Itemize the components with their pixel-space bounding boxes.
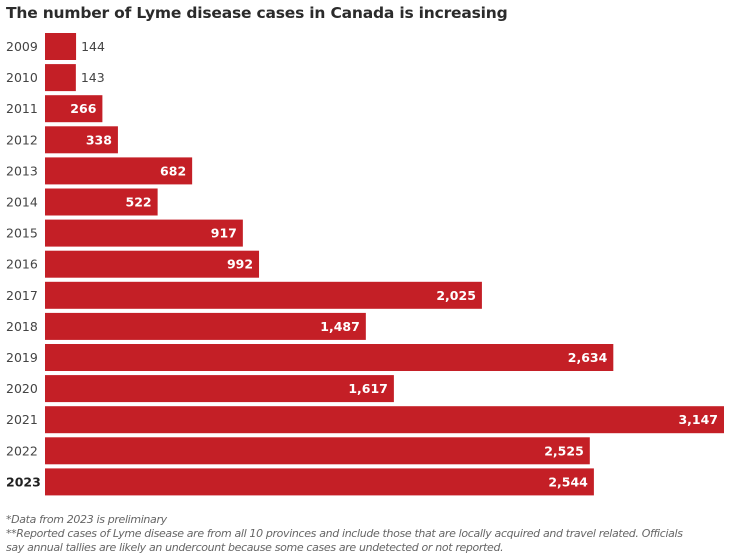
bar (45, 468, 594, 496)
bar-row-2011: 2011 266 (6, 95, 103, 123)
data-label: 917 (211, 226, 237, 241)
bar-row-2012: 2012 338 (6, 126, 118, 154)
bar-row-2015: 2015 917 (6, 219, 243, 247)
chart-notes: *Data from 2023 is preliminary **Reporte… (6, 513, 731, 555)
bar (45, 281, 482, 309)
data-label: 2,634 (568, 350, 608, 365)
data-label: 1,617 (348, 381, 388, 396)
category-label: 2011 (6, 101, 38, 116)
bar-row-2010: 2010 143 (6, 64, 105, 92)
category-label: 2019 (6, 350, 38, 365)
data-label: 1,487 (320, 319, 360, 334)
data-label: 992 (227, 257, 253, 272)
category-label: 2021 (6, 412, 38, 427)
data-label: 2,544 (548, 474, 588, 489)
bar (45, 375, 394, 403)
data-label: 3,147 (678, 412, 718, 427)
bar-row-2021: 2021 3,147 (6, 406, 724, 434)
bar (45, 126, 118, 154)
note-reported-cases: **Reported cases of Lyme disease are fro… (6, 527, 683, 540)
category-label: 2016 (6, 257, 38, 272)
category-label: 2023 (6, 474, 41, 489)
bar-row-2009: 2009 144 (6, 33, 105, 60)
bar (45, 95, 103, 123)
category-label: 2015 (6, 226, 38, 241)
chart-title: The number of Lyme disease cases in Cana… (6, 4, 508, 22)
note-preliminary: *Data from 2023 is preliminary (6, 513, 167, 526)
bar-chart: 2009 144 2010 143 2011 266 2012 338 2013 682 2014 5… (6, 33, 724, 496)
bar (45, 250, 260, 278)
category-label: 2013 (6, 163, 38, 178)
category-label: 2014 (6, 195, 38, 210)
note-undercount: say annual tallies are likely an underco… (6, 541, 504, 554)
bar (45, 437, 590, 465)
category-label: 2012 (6, 132, 38, 147)
category-label: 2020 (6, 381, 38, 396)
bar-row-2020: 2020 1,617 (6, 375, 394, 403)
bar (45, 344, 614, 371)
category-label: 2022 (6, 443, 38, 458)
bar-row-2022: 2022 2,525 (6, 437, 590, 465)
bar-row-2023: 2023 2,544 (6, 468, 594, 496)
bar-row-2014: 2014 522 (6, 188, 158, 216)
bar (45, 406, 724, 434)
data-label: 522 (126, 195, 152, 210)
category-label: 2018 (6, 319, 38, 334)
data-label: 144 (81, 39, 105, 54)
data-label: 2,525 (544, 443, 584, 458)
data-label: 266 (70, 101, 96, 116)
bar (45, 157, 193, 185)
bar-row-2018: 2018 1,487 (6, 312, 366, 340)
category-label: 2010 (6, 70, 38, 85)
bar-row-2019: 2019 2,634 (6, 344, 614, 371)
data-label: 143 (81, 70, 105, 85)
category-label: 2009 (6, 39, 38, 54)
bar (45, 188, 158, 216)
bar-row-2016: 2016 992 (6, 250, 260, 278)
bar (45, 64, 76, 92)
data-label: 338 (86, 132, 112, 147)
bar (45, 312, 366, 340)
data-label: 2,025 (436, 288, 476, 303)
data-label: 682 (160, 163, 186, 178)
bar (45, 33, 77, 60)
category-label: 2017 (6, 288, 38, 303)
bar-row-2017: 2017 2,025 (6, 281, 482, 309)
bar-row-2013: 2013 682 (6, 157, 193, 185)
bar (45, 219, 243, 247)
